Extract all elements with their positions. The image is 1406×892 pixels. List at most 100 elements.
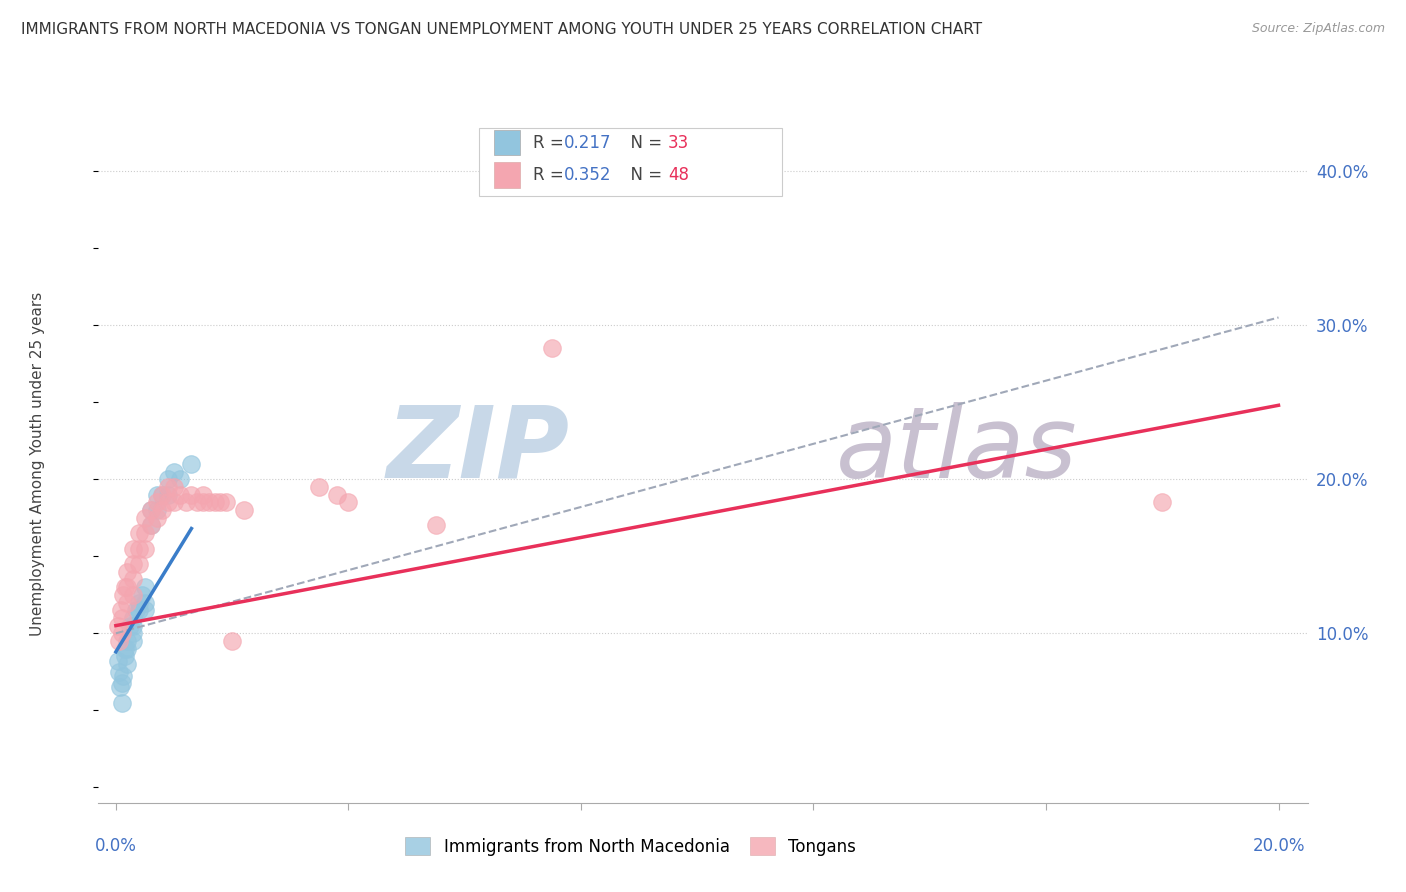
Legend: Immigrants from North Macedonia, Tongans: Immigrants from North Macedonia, Tongans [398,830,862,863]
Text: Source: ZipAtlas.com: Source: ZipAtlas.com [1251,22,1385,36]
Point [117,565,139,579]
Text: 0.352: 0.352 [564,166,612,184]
Point [163,495,186,509]
Point [128,526,150,541]
Text: 20.0%: 20.0% [1253,837,1305,855]
Point [107,654,129,668]
Point [134,541,156,556]
Point [186,495,208,509]
Point [326,488,349,502]
Point [114,649,136,664]
Point [122,588,145,602]
Point [232,503,254,517]
Text: 33: 33 [668,134,689,152]
Point [134,603,156,617]
Point [107,634,129,648]
Point [134,595,156,609]
Point [169,488,191,502]
Point [139,518,162,533]
Point [139,518,162,533]
Point [157,472,180,486]
Text: N =: N = [620,134,666,152]
Point [198,495,221,509]
Point [117,580,139,594]
Point [180,457,202,471]
Point [134,526,156,541]
Point [122,618,145,632]
Point [114,641,136,656]
FancyBboxPatch shape [479,128,782,196]
Point [150,488,173,502]
Text: R =: R = [533,134,568,152]
Text: R =: R = [533,166,568,184]
Point [117,634,139,648]
Point [1152,495,1174,509]
Point [157,488,180,502]
Point [117,595,139,609]
Point [540,341,562,355]
Point [117,641,139,656]
Point [215,495,238,509]
Point [221,634,243,648]
Point [128,603,150,617]
Point [139,503,162,517]
Point [145,488,167,502]
Point [111,626,134,640]
Point [209,495,232,509]
Point [117,657,139,672]
Point [169,472,191,486]
Point [110,603,132,617]
Point [157,480,180,494]
Point [134,510,156,524]
Point [122,611,145,625]
Point [163,480,186,494]
Point [139,503,162,517]
Point [150,503,173,517]
Point [111,675,134,690]
Point [204,495,226,509]
Text: ZIP: ZIP [387,401,569,499]
Point [337,495,360,509]
Point [308,480,330,494]
Point [157,495,180,509]
Point [145,510,167,524]
Text: atlas: atlas [837,401,1077,499]
Point [122,557,145,571]
Point [191,495,214,509]
Point [107,618,129,632]
Point [134,580,156,594]
Point [180,488,202,502]
Text: 48: 48 [668,166,689,184]
Point [122,541,145,556]
Point [111,669,134,683]
Point [111,611,134,625]
Text: N =: N = [620,166,666,184]
Point [145,503,167,517]
Point [111,696,134,710]
Point [150,488,173,502]
Text: Unemployment Among Youth under 25 years: Unemployment Among Youth under 25 years [31,292,45,636]
Text: IMMIGRANTS FROM NORTH MACEDONIA VS TONGAN UNEMPLOYMENT AMONG YOUTH UNDER 25 YEAR: IMMIGRANTS FROM NORTH MACEDONIA VS TONGA… [21,22,983,37]
Point [128,595,150,609]
Point [128,557,150,571]
Point [122,634,145,648]
Point [125,603,148,617]
Point [122,626,145,640]
Point [107,665,129,679]
Point [114,580,136,594]
Point [131,588,153,602]
Bar [494,129,520,155]
Point [122,573,145,587]
Text: 0.217: 0.217 [564,134,612,152]
Point [174,495,197,509]
Point [145,495,167,509]
Point [120,618,142,632]
Point [191,488,214,502]
Point [163,465,186,479]
Point [128,541,150,556]
Bar [494,162,520,188]
Point [112,588,135,602]
Text: 0.0%: 0.0% [96,837,136,855]
Point [108,680,131,694]
Point [425,518,447,533]
